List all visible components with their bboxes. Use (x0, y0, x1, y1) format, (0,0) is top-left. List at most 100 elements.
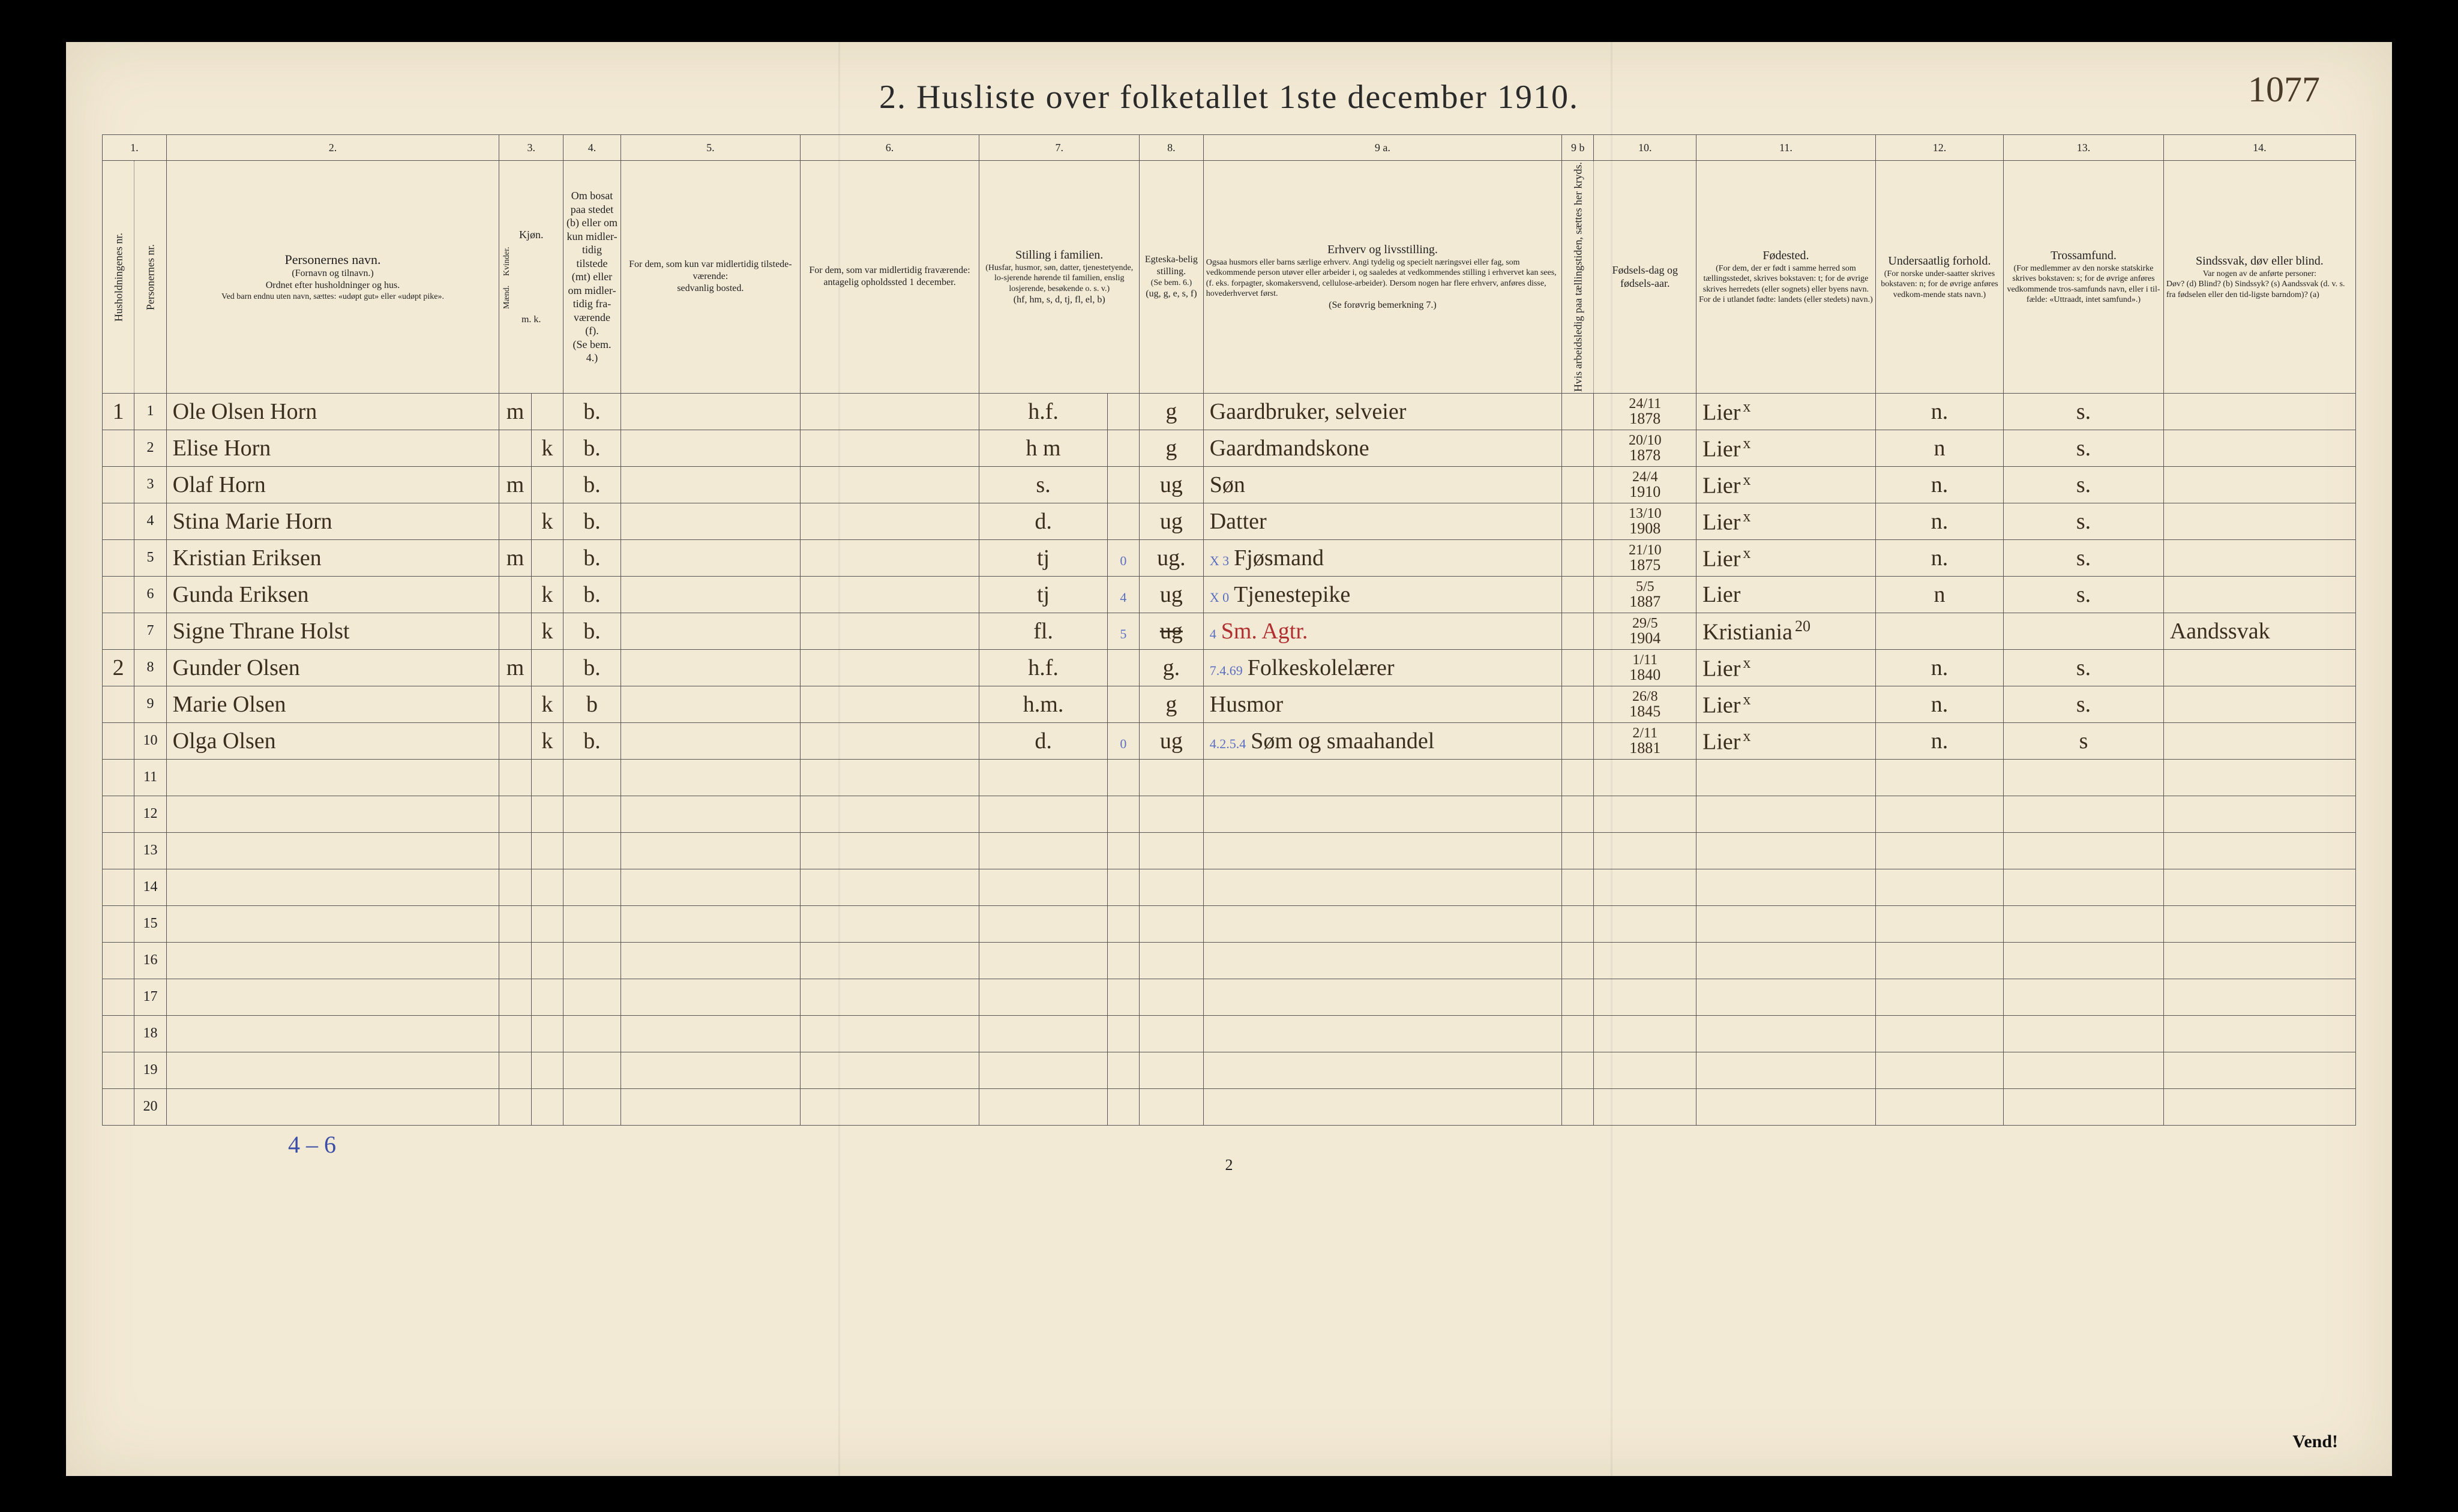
table-cell (103, 722, 134, 759)
table-cell (499, 832, 531, 869)
table-cell (800, 613, 979, 649)
table-cell (1562, 869, 1594, 905)
table-cell (103, 1052, 134, 1088)
table-cell (2004, 1088, 2164, 1125)
hdr-res-a: Om bosat paa stedet (b) eller om kun mid… (566, 190, 618, 337)
table-cell: Lierx (1696, 539, 1876, 576)
table-cell (1140, 1088, 1204, 1125)
table-row: 19 (103, 1052, 2356, 1088)
table-cell (563, 942, 621, 979)
table-cell (499, 759, 531, 796)
table-cell (621, 393, 801, 430)
table-cell: 2 (103, 649, 134, 686)
hdr-c8c: (ug, g, e, s, f) (1142, 288, 1201, 300)
table-cell: X 0Tjenestepike (1203, 576, 1561, 613)
table-cell (1696, 869, 1876, 905)
table-cell: m (499, 649, 531, 686)
table-cell (499, 1052, 531, 1088)
table-cell (1140, 796, 1204, 832)
table-cell: s. (2004, 393, 2164, 430)
hdr-person-nr: Personernes nr. (134, 161, 166, 394)
table-cell: Datter (1203, 503, 1561, 539)
hdr-name-sub1: (Fornavn og tilnavn.) (169, 268, 497, 280)
table-cell (800, 1015, 979, 1052)
table-cell (2163, 832, 2355, 869)
table-cell: s. (2004, 686, 2164, 722)
table-cell (499, 1088, 531, 1125)
table-cell (621, 1015, 801, 1052)
table-cell (979, 1088, 1107, 1125)
table-cell (1562, 1015, 1594, 1052)
paper-sheet: 1077 2. Husliste over folketallet 1ste d… (66, 42, 2392, 1476)
table-cell (2004, 942, 2164, 979)
table-cell (1562, 466, 1594, 503)
paper-fold-left (838, 42, 840, 1476)
table-cell: Kristiania20 (1696, 613, 1876, 649)
hdr-c12b: (For norske under-saatter skrives boksta… (1878, 269, 2001, 301)
table-cell: n (1875, 430, 2003, 466)
table-cell: Stina Marie Horn (166, 503, 499, 539)
document-title: 2. Husliste over folketallet 1ste decemb… (102, 78, 2356, 116)
table-cell: Lierx (1696, 503, 1876, 539)
table-cell (1562, 1088, 1594, 1125)
table-cell (1562, 1052, 1594, 1088)
table-cell (1594, 796, 1696, 832)
table-row: 5Kristian Eriksenmb.tj0ug.X 3Fjøsmand21/… (103, 539, 2356, 576)
table-cell (2004, 759, 2164, 796)
hdr-c9a-c: (Se forøvrig bemerkning 7.) (1206, 299, 1559, 311)
hdr-birthplace: Fødested. (For dem, der er født i samme … (1696, 161, 1876, 394)
table-cell (1562, 942, 1594, 979)
table-cell (1875, 905, 2003, 942)
table-cell (103, 1088, 134, 1125)
table-row: 13 (103, 832, 2356, 869)
table-cell: ug (1140, 576, 1204, 613)
hdr-sex: Kjøn. Mænd. Kvinder. m. k. (499, 161, 563, 394)
colnum-3: 3. (499, 135, 563, 161)
table-cell: k (531, 503, 563, 539)
table-cell (800, 539, 979, 576)
table-cell (166, 1088, 499, 1125)
table-cell (1594, 1088, 1696, 1125)
table-cell: 24/41910 (1594, 466, 1696, 503)
table-cell: n. (1875, 503, 2003, 539)
table-cell (1562, 796, 1594, 832)
table-row: 14 (103, 869, 2356, 905)
table-cell (2163, 393, 2355, 430)
table-cell (621, 503, 801, 539)
hdr-sex-mk: m. k. (502, 314, 560, 326)
table-cell (621, 613, 801, 649)
hdr-unemployed: Hvis arbeidsledig paa tællingstiden, sæt… (1562, 161, 1594, 394)
table-cell (800, 905, 979, 942)
table-cell (103, 686, 134, 722)
table-cell (800, 393, 979, 430)
colnum-5: 5. (621, 135, 801, 161)
colnum-10: 10. (1594, 135, 1696, 161)
table-cell: n (1875, 576, 2003, 613)
table-cell: b. (563, 430, 621, 466)
table-cell: 21/101875 (1594, 539, 1696, 576)
table-cell (800, 1088, 979, 1125)
table-cell (621, 759, 801, 796)
hdr-occupation: Erhverv og livsstilling. Ogsaa husmors e… (1203, 161, 1561, 394)
table-cell: Søn (1203, 466, 1561, 503)
table-cell (1562, 649, 1594, 686)
table-cell: 20/101878 (1594, 430, 1696, 466)
hdr-residence: Om bosat paa stedet (b) eller om kun mid… (563, 161, 621, 394)
table-cell (2163, 1088, 2355, 1125)
table-cell (1594, 869, 1696, 905)
table-cell: b. (563, 393, 621, 430)
table-cell (1203, 759, 1561, 796)
hdr-c12a: Undersaatlig forhold. (1878, 254, 2001, 269)
table-cell: Lierx (1696, 722, 1876, 759)
table-cell: s. (2004, 503, 2164, 539)
table-cell (1107, 942, 1139, 979)
table-cell: Aandssvak (2163, 613, 2355, 649)
bottom-page-number: 2 (102, 1156, 2356, 1174)
table-cell (499, 722, 531, 759)
table-cell (1696, 832, 1876, 869)
colnum-12: 12. (1875, 135, 2003, 161)
table-cell (800, 979, 979, 1015)
table-cell: 13 (134, 832, 166, 869)
table-cell (2004, 796, 2164, 832)
table-cell (1562, 905, 1594, 942)
